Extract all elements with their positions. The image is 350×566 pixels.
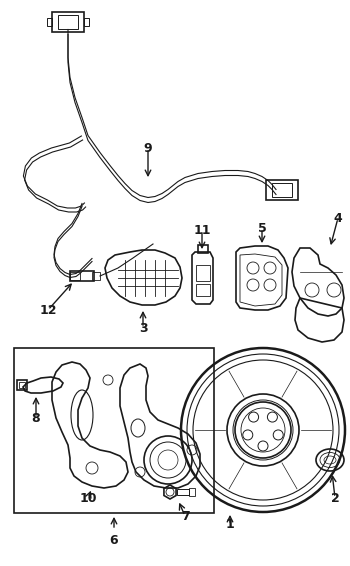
Bar xyxy=(196,284,210,296)
Text: 8: 8 xyxy=(32,411,40,424)
Bar xyxy=(177,489,189,495)
Circle shape xyxy=(243,430,253,440)
Text: 7: 7 xyxy=(181,509,189,522)
Circle shape xyxy=(267,412,278,422)
Bar xyxy=(70,271,94,281)
Circle shape xyxy=(258,441,268,451)
Bar xyxy=(19,382,25,388)
Bar xyxy=(58,15,78,29)
Text: 5: 5 xyxy=(258,221,266,234)
Bar xyxy=(84,18,89,26)
Text: 6: 6 xyxy=(110,534,118,547)
Text: 12: 12 xyxy=(39,303,57,316)
Text: 9: 9 xyxy=(144,142,152,155)
Text: 1: 1 xyxy=(226,518,234,531)
Circle shape xyxy=(273,430,283,440)
Bar xyxy=(52,12,84,32)
Bar xyxy=(266,180,298,200)
Text: 4: 4 xyxy=(334,212,342,225)
Bar xyxy=(17,380,27,390)
Text: 10: 10 xyxy=(79,491,97,504)
Text: 3: 3 xyxy=(139,321,147,335)
Bar xyxy=(189,488,195,496)
Circle shape xyxy=(248,412,259,422)
Text: 2: 2 xyxy=(331,491,340,504)
Bar xyxy=(196,265,210,281)
Bar xyxy=(272,183,292,197)
Text: 11: 11 xyxy=(193,224,211,237)
Bar xyxy=(70,272,80,280)
Bar xyxy=(92,272,100,280)
Bar xyxy=(47,18,52,26)
Bar xyxy=(14,348,214,513)
Bar xyxy=(198,245,208,253)
